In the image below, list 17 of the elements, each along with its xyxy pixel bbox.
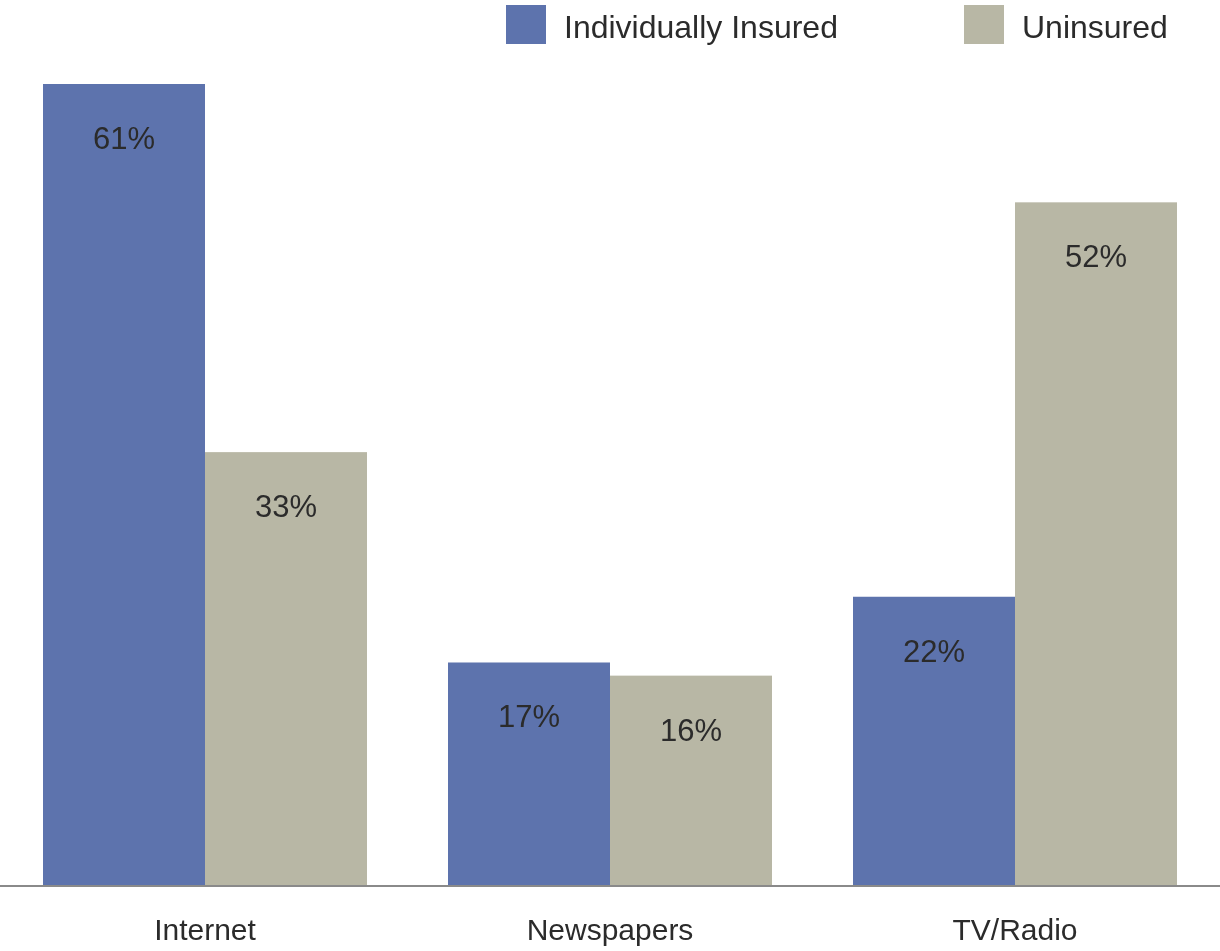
- data-label: 33%: [254, 489, 318, 525]
- legend-label: Uninsured: [1022, 9, 1168, 45]
- data-label: 17%: [497, 699, 561, 735]
- data-label: 22%: [902, 633, 966, 669]
- bar: [205, 452, 367, 886]
- data-label: 52%: [1064, 239, 1128, 275]
- bar: [853, 596, 1015, 886]
- x-tick-label: Newspapers: [526, 913, 694, 946]
- data-label: 61%: [92, 121, 156, 156]
- bar: [43, 84, 205, 886]
- bar: [610, 675, 772, 886]
- bar: [1015, 202, 1177, 886]
- bar: [448, 662, 610, 886]
- legend-label: Individually Insured: [564, 9, 838, 45]
- x-tick-label: TV/Radio: [952, 913, 1078, 946]
- data-label: 16%: [659, 712, 723, 748]
- x-tick-label: Internet: [154, 913, 257, 946]
